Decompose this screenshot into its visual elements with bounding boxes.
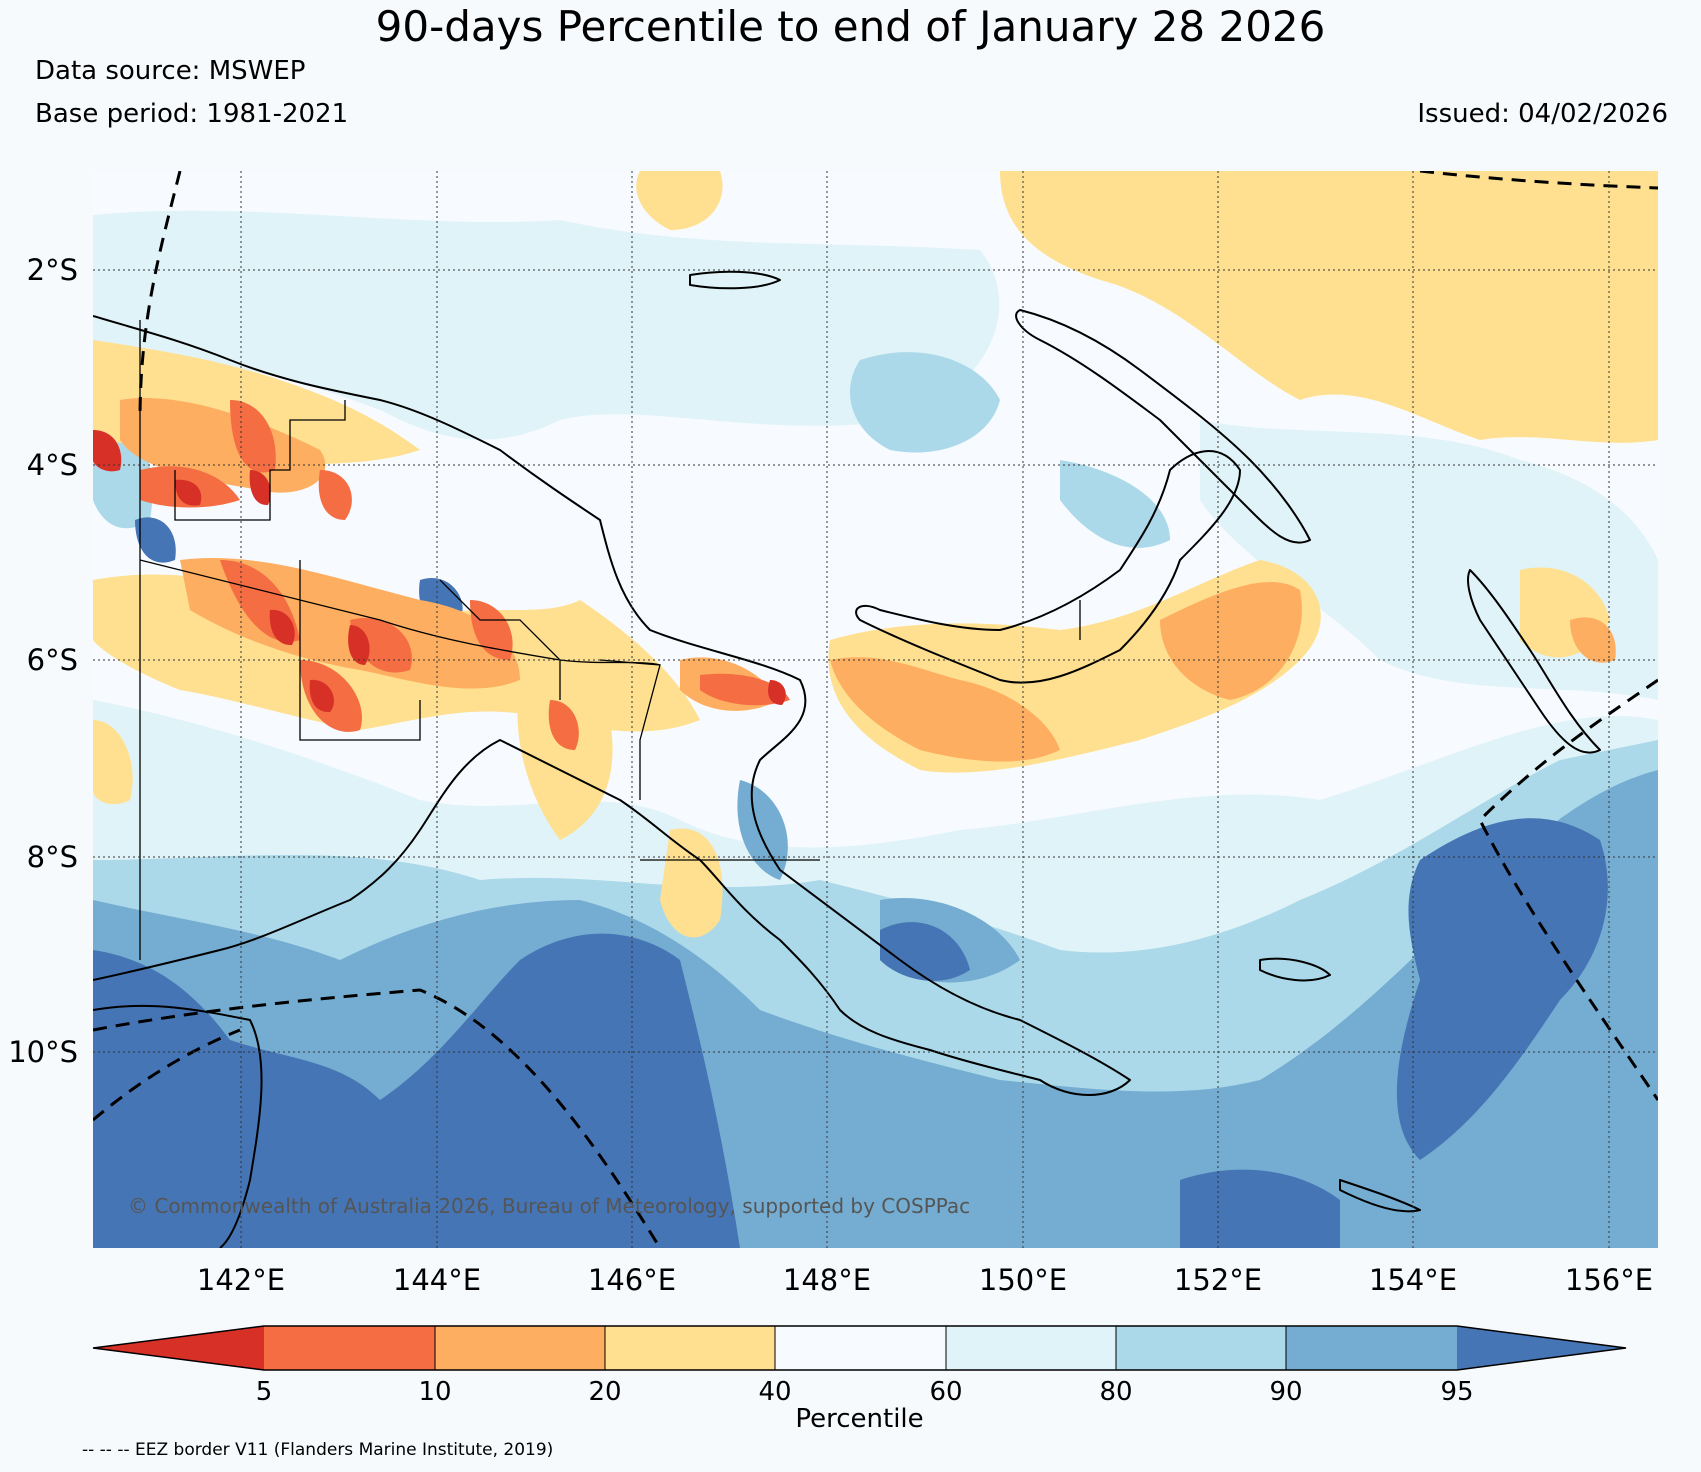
lat-label: 2°S (27, 253, 78, 287)
lon-label: 152°E (1174, 1263, 1262, 1297)
lon-label: 150°E (979, 1263, 1067, 1297)
lat-label: 10°S (8, 1035, 78, 1069)
colorbar-tick: 80 (1099, 1377, 1132, 1407)
bougainville-coastline (1467, 569, 1601, 754)
colorbar-segment (264, 1326, 435, 1370)
colorbar-outline (92, 1325, 1627, 1371)
new-britain-coastline (855, 450, 1241, 684)
lon-label: 148°E (783, 1263, 871, 1297)
colorbar-segment (775, 1326, 946, 1370)
colorbar-high-extend (1457, 1326, 1626, 1370)
anomaly-above-95 (93, 517, 1608, 1248)
colorbar-tick: 90 (1269, 1377, 1302, 1407)
base-period-label: Base period: 1981-2021 (35, 99, 349, 129)
colorbar-segment (1286, 1326, 1457, 1370)
latitude-labels: 2°S 4°S 6°S 8°S 10°S (8, 253, 78, 1069)
lon-label: 142°E (197, 1263, 285, 1297)
colorbar-low-extend (93, 1326, 264, 1370)
colorbar-tick: 60 (929, 1377, 962, 1407)
colorbar-title: Percentile (795, 1404, 924, 1434)
colorbar-tick: 40 (758, 1377, 791, 1407)
colorbar-segment (605, 1326, 775, 1370)
copyright-notice: © Commonwealth of Australia 2026, Bureau… (128, 1194, 971, 1218)
graticule (93, 171, 1658, 1248)
coastlines (93, 270, 1601, 1248)
colorbar-ticks: 5 10 20 40 60 80 90 95 (256, 1377, 1474, 1407)
eez-legend-note: -- -- -- EEZ border V11 (Flanders Marine… (82, 1440, 554, 1460)
lon-label: 146°E (588, 1263, 676, 1297)
provincial-borders (139, 320, 1081, 960)
lon-label: 156°E (1565, 1263, 1653, 1297)
new-guinea-coastline (93, 315, 1131, 1096)
eez-borders (93, 171, 1658, 1248)
louisiade-coastline (1339, 1179, 1421, 1213)
colorbar-dividers (434, 1326, 1287, 1370)
lat-label: 8°S (27, 840, 78, 874)
new-ireland-coastline (1015, 309, 1311, 544)
chart-title: 90-days Percentile to end of January 28 … (375, 2, 1326, 51)
lat-label: 4°S (27, 448, 78, 482)
colorbar-segment (946, 1326, 1116, 1370)
lon-label: 144°E (393, 1263, 481, 1297)
colorbar-tick: 5 (256, 1377, 273, 1407)
longitude-labels: 142°E 144°E 146°E 148°E 150°E 152°E 154°… (197, 1263, 1653, 1297)
colorbar-tick: 20 (588, 1377, 621, 1407)
lat-label: 6°S (27, 643, 78, 677)
colorbar-tick: 10 (418, 1377, 451, 1407)
woodlark-coastline (1259, 957, 1331, 982)
issued-date-label: Issued: 04/02/2026 (1417, 99, 1668, 129)
map-area (93, 171, 1658, 1248)
anomaly-below-5 (93, 430, 786, 713)
colorbar-segment (435, 1326, 605, 1370)
manus-coastline (689, 270, 781, 290)
colorbar-tick: 95 (1440, 1377, 1473, 1407)
lon-label: 154°E (1369, 1263, 1457, 1297)
torres-strait-coastline (93, 1004, 263, 1248)
colorbar: 5 10 20 40 60 80 90 95 (92, 1325, 1627, 1407)
data-source-label: Data source: MSWEP (35, 56, 306, 86)
colorbar-segment (1116, 1326, 1286, 1370)
